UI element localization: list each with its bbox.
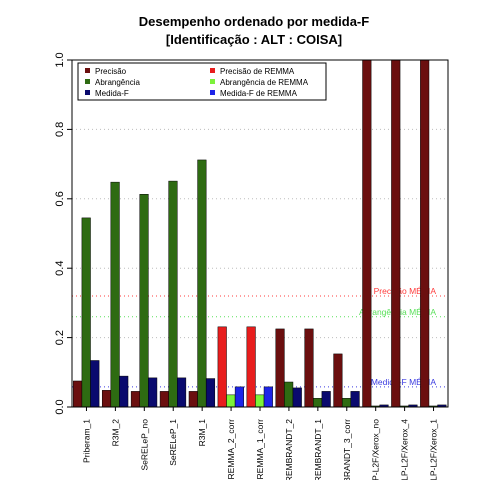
bar [101,390,112,408]
bar [110,181,120,408]
bar [139,194,149,408]
bar [333,353,343,408]
bars [73,59,447,408]
x-tick-label: LP-L2F/Xerox_4 [400,419,410,480]
bar [177,377,187,408]
bar [420,59,430,408]
bar [275,328,285,408]
bar [234,386,244,408]
legend-swatch [210,90,215,95]
x-tick-label: REMBRANDT_1 [313,419,323,480]
bar [168,180,178,408]
bar [188,391,198,408]
y-tick-label: 0.4 [54,261,66,276]
x-tick-label: R3M_2 [110,419,120,447]
bar [81,217,91,408]
x-tick-label: SeRELeP_no [139,419,149,471]
bar [304,328,314,408]
bar [130,391,140,408]
legend-label: Medida-F de REMMA [220,89,298,98]
bar [284,381,294,408]
legend: Precisão Abrangência Medida-F Precisão de R… [77,62,327,101]
y-tick-label: 1.0 [54,52,66,67]
y-tick-label: 0.8 [54,122,66,137]
bar [148,377,158,408]
legend-swatch [85,68,90,73]
legend-label: Abrangência [95,78,140,87]
legend-label: Precisão de REMMA [220,67,295,76]
bar [226,394,236,408]
x-axis: Priberam_1 R3M_2 SeRELeP_no SeRELeP_1 R3M_1 R… [81,407,439,480]
x-tick-label: R3M_1 [197,419,207,447]
bar [159,391,169,408]
reference-line-label: Precisão MÉDIA [374,286,437,296]
bar [362,59,372,408]
plot-frame [71,59,449,408]
bar [246,326,256,408]
x-tick-label: REMBRANDT_2 [284,419,294,480]
bar [90,360,100,408]
legend-swatch [210,79,215,84]
legend-swatch [85,90,90,95]
bar [350,391,360,408]
y-tick-label: 0.6 [54,191,66,206]
bar [73,380,83,408]
x-tick-label: LP-L2F/Xerox_no [371,419,381,480]
bar [217,326,227,408]
legend-label: Medida-F [95,89,129,98]
x-tick-label: REMMA_1_corr [255,419,265,480]
y-tick-label: 0.2 [54,330,66,345]
chart-subtitle: [Identificação : ALT : COISA] [166,32,342,47]
reference-line-label: Medida-F MÉDIA [371,377,437,387]
x-tick-label: Priberam_1 [81,419,91,463]
bar [119,375,129,408]
bar [292,387,302,408]
bar [391,59,401,408]
y-axis: 0.0 0.2 0.4 0.6 0.8 1.0 [54,52,72,415]
x-tick-label: REMMA_2_corr [226,419,236,480]
chart-title: Desempenho ordenado por medida-F [139,14,369,29]
y-tick-label: 0.0 [54,399,66,414]
legend-label: Abrangência de REMMA [220,78,309,87]
bar [313,398,323,408]
legend-box [77,62,327,101]
bar [341,398,352,408]
legend-swatch [85,79,90,84]
bar [205,378,216,408]
legend-label: Precisão [95,67,127,76]
x-tick-label: SeRELeP_1 [168,419,178,466]
bar [197,159,207,408]
bar [255,394,265,408]
bar [263,386,273,408]
x-tick-label: LP-L2F/Xerox_1 [429,419,439,480]
bar [321,391,331,408]
x-tick-label: REMBRANDT_3_corr [342,419,352,480]
legend-swatch [210,68,215,73]
